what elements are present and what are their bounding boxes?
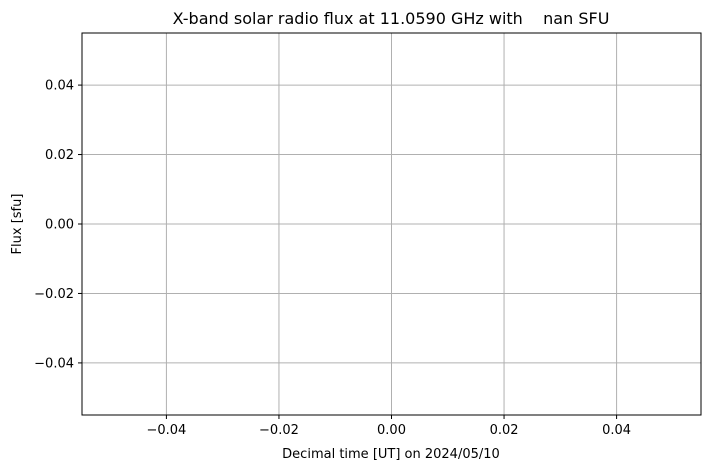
x-axis-label: Decimal time [UT] on 2024/05/10 [282,447,500,462]
y-tick-label: 0.04 [45,79,74,94]
x-tick-label: 0.04 [602,423,631,438]
y-tick-label: 0.00 [45,218,74,233]
x-tick-label: 0.02 [490,423,519,438]
y-tick-label: 0.02 [45,148,74,163]
x-tick-label: 0.00 [377,423,406,438]
grid-lines [82,33,701,415]
y-axis-label: Flux [sfu] [10,194,25,255]
y-axis-ticks: −0.04 −0.02 0.00 0.02 0.04 [34,79,82,371]
x-tick-label: −0.02 [259,423,299,438]
y-tick-label: −0.04 [34,356,74,371]
y-tick-label: −0.02 [34,287,74,302]
chart-title: X-band solar radio flux at 11.0590 GHz w… [173,9,610,28]
x-axis-ticks: −0.04 −0.02 0.00 0.02 0.04 [146,415,631,438]
x-tick-label: −0.04 [146,423,186,438]
